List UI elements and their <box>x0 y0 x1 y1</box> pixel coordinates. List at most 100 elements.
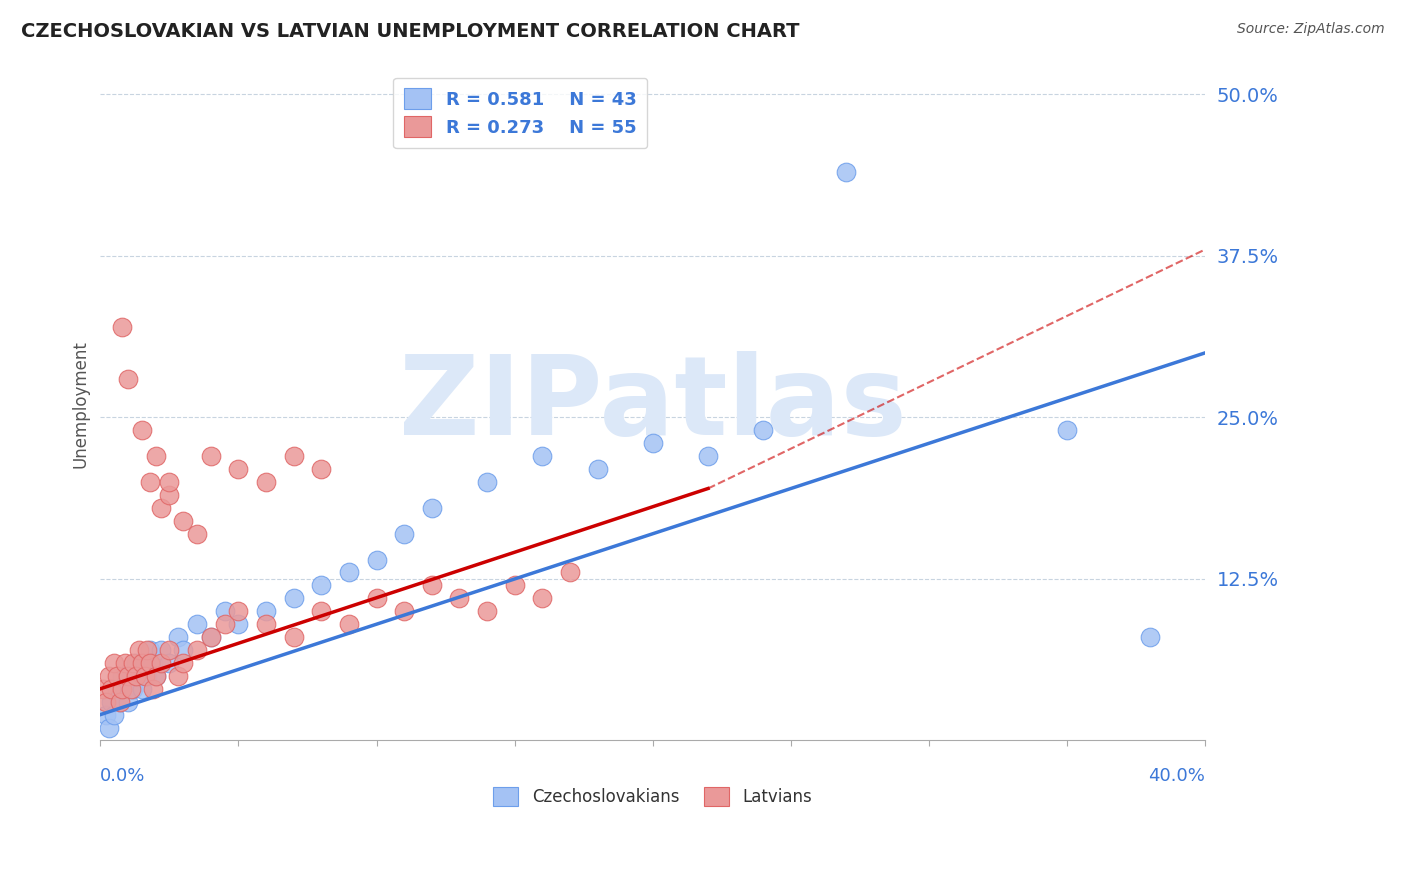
Point <box>254 475 277 489</box>
Point <box>94 695 117 709</box>
Point <box>134 656 156 670</box>
Point <box>586 462 609 476</box>
Point <box>697 449 720 463</box>
Point <box>100 695 122 709</box>
Point <box>214 604 236 618</box>
Point <box>142 681 165 696</box>
Point <box>122 681 145 696</box>
Point <box>94 707 117 722</box>
Point <box>139 475 162 489</box>
Point <box>142 656 165 670</box>
Point <box>449 591 471 606</box>
Point <box>475 604 498 618</box>
Point <box>103 707 125 722</box>
Text: ZIPatlas: ZIPatlas <box>399 351 907 458</box>
Point <box>337 617 360 632</box>
Point <box>1056 423 1078 437</box>
Point <box>283 591 305 606</box>
Text: 40.0%: 40.0% <box>1149 767 1205 785</box>
Point <box>166 669 188 683</box>
Point <box>145 669 167 683</box>
Point <box>366 552 388 566</box>
Point <box>131 681 153 696</box>
Point <box>531 449 554 463</box>
Point <box>254 617 277 632</box>
Point <box>283 449 305 463</box>
Point <box>392 604 415 618</box>
Point <box>117 695 139 709</box>
Legend: Czechoslovakians, Latvians: Czechoslovakians, Latvians <box>486 780 818 813</box>
Point <box>186 526 208 541</box>
Point <box>172 656 194 670</box>
Y-axis label: Unemployment: Unemployment <box>72 341 89 468</box>
Point <box>157 488 180 502</box>
Point <box>108 695 131 709</box>
Point <box>145 449 167 463</box>
Point <box>254 604 277 618</box>
Point <box>337 566 360 580</box>
Point <box>392 526 415 541</box>
Point <box>120 669 142 683</box>
Point <box>311 578 333 592</box>
Point <box>311 604 333 618</box>
Point <box>128 643 150 657</box>
Point <box>125 669 148 683</box>
Point <box>97 721 120 735</box>
Point <box>139 643 162 657</box>
Point <box>752 423 775 437</box>
Point <box>111 669 134 683</box>
Point <box>103 656 125 670</box>
Point <box>283 630 305 644</box>
Point <box>111 681 134 696</box>
Point <box>157 643 180 657</box>
Point <box>420 578 443 592</box>
Point <box>150 656 173 670</box>
Point <box>131 423 153 437</box>
Point <box>91 681 114 696</box>
Point <box>105 669 128 683</box>
Point <box>641 436 664 450</box>
Point <box>214 617 236 632</box>
Point <box>503 578 526 592</box>
Point <box>835 165 858 179</box>
Point <box>122 656 145 670</box>
Point <box>172 514 194 528</box>
Point <box>117 669 139 683</box>
Point <box>150 500 173 515</box>
Text: CZECHOSLOVAKIAN VS LATVIAN UNEMPLOYMENT CORRELATION CHART: CZECHOSLOVAKIAN VS LATVIAN UNEMPLOYMENT … <box>21 22 800 41</box>
Point <box>475 475 498 489</box>
Point <box>157 475 180 489</box>
Point <box>157 656 180 670</box>
Point <box>139 656 162 670</box>
Point <box>200 630 222 644</box>
Point <box>97 669 120 683</box>
Point <box>558 566 581 580</box>
Point <box>114 681 136 696</box>
Point <box>531 591 554 606</box>
Text: Source: ZipAtlas.com: Source: ZipAtlas.com <box>1237 22 1385 37</box>
Point <box>136 669 159 683</box>
Point <box>131 656 153 670</box>
Point <box>134 669 156 683</box>
Point <box>200 630 222 644</box>
Point <box>108 695 131 709</box>
Point <box>228 462 250 476</box>
Point <box>120 681 142 696</box>
Point <box>150 643 173 657</box>
Point <box>166 630 188 644</box>
Point <box>366 591 388 606</box>
Point <box>117 371 139 385</box>
Point <box>128 669 150 683</box>
Point <box>228 617 250 632</box>
Point <box>145 669 167 683</box>
Point <box>1139 630 1161 644</box>
Point <box>228 604 250 618</box>
Point <box>105 681 128 696</box>
Point <box>136 643 159 657</box>
Point <box>186 643 208 657</box>
Text: 0.0%: 0.0% <box>100 767 146 785</box>
Point <box>200 449 222 463</box>
Point <box>186 617 208 632</box>
Point <box>125 656 148 670</box>
Point <box>420 500 443 515</box>
